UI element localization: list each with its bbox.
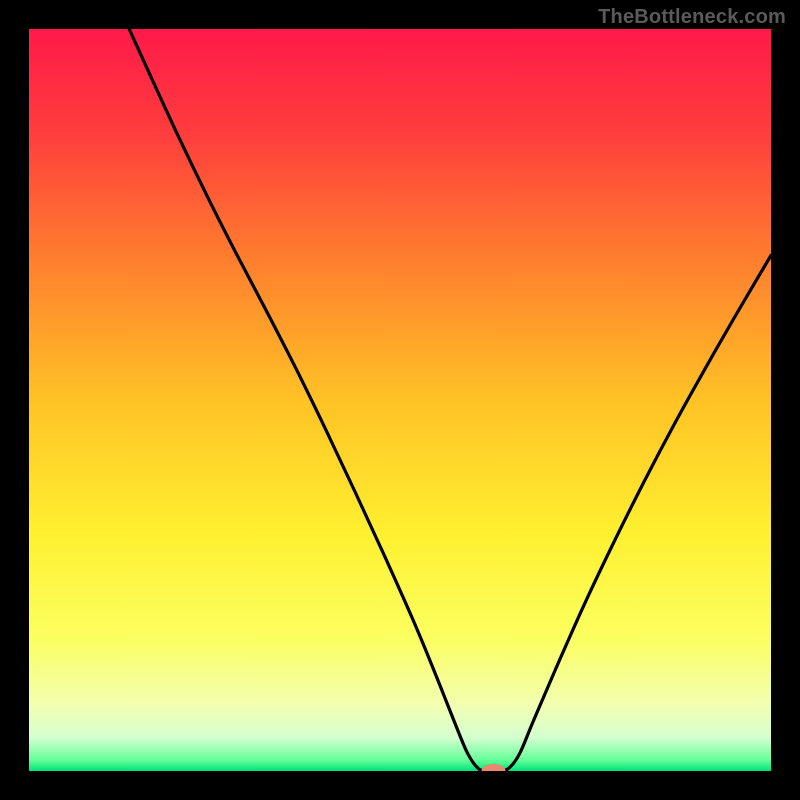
watermark-text: TheBottleneck.com bbox=[598, 6, 786, 29]
plot-area bbox=[29, 29, 771, 771]
chart-frame: TheBottleneck.com bbox=[0, 0, 800, 800]
bottleneck-chart-svg bbox=[29, 29, 771, 771]
gradient-background bbox=[29, 29, 771, 771]
